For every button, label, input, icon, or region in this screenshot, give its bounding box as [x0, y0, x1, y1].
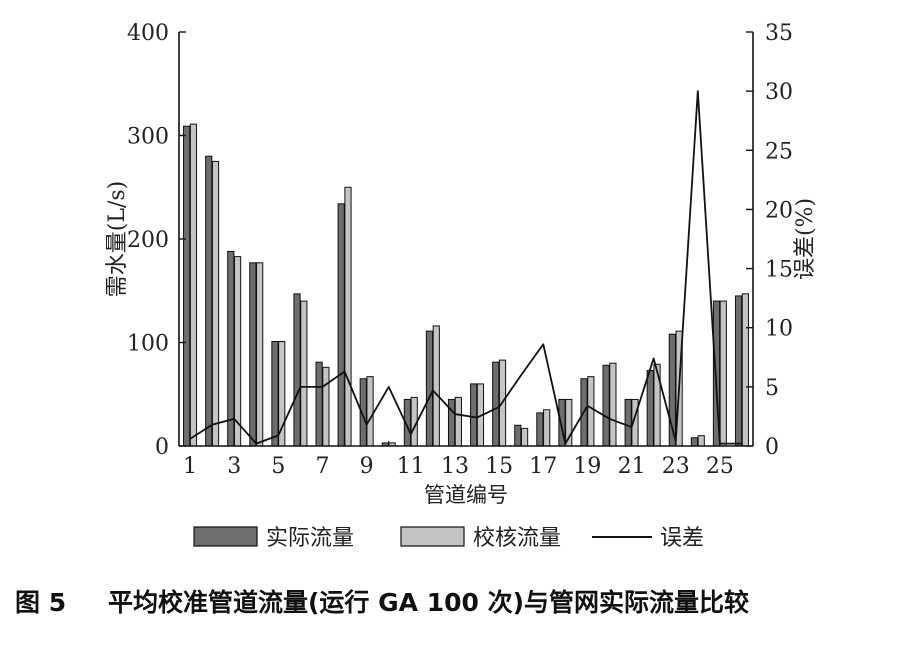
y-right-tick-label: 0 — [765, 435, 779, 460]
bar-check-13 — [454, 396, 462, 447]
x-tick-label: 9 — [360, 454, 374, 479]
y-right-tick-label: 10 — [765, 317, 793, 342]
y-left-tick-label: 300 — [127, 125, 169, 150]
bar-check-1 — [189, 123, 198, 447]
y-left-tick-label: 200 — [127, 228, 169, 253]
error-point-9 — [366, 424, 368, 426]
y-right-tick-label: 20 — [765, 198, 793, 223]
bar-actual-5 — [271, 340, 279, 447]
bar-actual-21 — [624, 398, 632, 447]
legend: 实际流量 校核流量 误差 — [193, 526, 704, 551]
error-point-13 — [454, 413, 456, 415]
error-point-19 — [586, 405, 589, 407]
y-right-tick-label: 15 — [765, 258, 793, 283]
y-left-tick-label: 400 — [127, 21, 169, 46]
bar-actual-20 — [602, 364, 610, 447]
error-point-3 — [233, 418, 235, 420]
error-point-6 — [299, 386, 302, 388]
bar-check-7 — [322, 366, 330, 447]
x-tick-label: 5 — [271, 454, 285, 479]
error-point-12 — [432, 389, 434, 392]
bar-actual-8 — [337, 203, 345, 447]
bar-check-25 — [719, 300, 727, 447]
x-tick-label: 7 — [316, 454, 330, 479]
error-point-15 — [498, 406, 500, 408]
bar-actual-3 — [227, 250, 235, 447]
bar-actual-4 — [249, 262, 257, 447]
legend-label-check: 校核流量 — [473, 526, 561, 551]
error-point-7 — [321, 386, 324, 388]
bar-check-19 — [587, 376, 595, 447]
x-tick-label: 15 — [485, 454, 513, 479]
error-point-11 — [410, 433, 412, 435]
y-left-tick-label: 100 — [127, 332, 169, 357]
error-point-5 — [277, 434, 279, 436]
bar-check-20 — [609, 362, 617, 447]
legend-label-error: 误差 — [660, 526, 704, 551]
bar-actual-26 — [734, 295, 743, 447]
y-right-tick-label: 25 — [765, 139, 793, 164]
bar-actual-16 — [514, 424, 522, 447]
bar-check-9 — [366, 376, 374, 447]
x-tick-label: 23 — [662, 454, 690, 479]
y-right-tick-label: 35 — [765, 21, 793, 46]
error-point-10 — [388, 386, 390, 388]
bar-actual-14 — [470, 383, 478, 447]
x-tick-label: 3 — [227, 454, 241, 479]
bar-actual-7 — [315, 361, 323, 447]
figure-caption-label: 图 5 — [15, 588, 66, 617]
error-line — [189, 90, 742, 445]
error-point-8 — [343, 370, 346, 373]
error-point-20 — [608, 418, 611, 420]
figure-caption-text: 平均校准管道流量(运行 GA 100 次)与管网实际流量比较 — [108, 588, 749, 617]
x-tick-label: 21 — [618, 454, 646, 479]
x-tick-label: 11 — [397, 454, 425, 479]
bar-check-16 — [520, 427, 529, 447]
y-axis-left-title: 需水量(L/s) — [105, 181, 130, 297]
error-point-22 — [653, 357, 655, 360]
error-point-14 — [476, 417, 478, 419]
error-point-21 — [630, 426, 633, 428]
bar-check-17 — [543, 409, 551, 447]
bar-check-12 — [432, 325, 440, 447]
bar-actual-1 — [183, 125, 191, 447]
bar-check-3 — [233, 256, 242, 447]
bar-actual-15 — [492, 361, 500, 447]
bar-actual-12 — [425, 330, 434, 447]
error-point-1 — [189, 438, 191, 440]
x-tick-label: 17 — [529, 454, 557, 479]
bar-check-24 — [697, 435, 705, 447]
y-right-tick-label: 30 — [765, 80, 793, 105]
bar-actual-6 — [293, 293, 301, 447]
bar-actual-17 — [536, 412, 544, 447]
bar-check-26 — [741, 293, 749, 447]
bar-actual-24 — [690, 437, 699, 447]
error-point-24 — [697, 90, 699, 92]
y-axis-right-title: 误差(%) — [793, 198, 818, 280]
y-right-tick-label: 5 — [765, 376, 779, 401]
x-tick-label: 13 — [441, 454, 469, 479]
bar-actual-22 — [646, 369, 654, 447]
bar-check-8 — [344, 186, 352, 447]
legend-label-actual: 实际流量 — [266, 526, 354, 551]
bar-check-5 — [278, 340, 286, 447]
bar-check-4 — [256, 262, 264, 447]
legend-swatch-check — [400, 526, 465, 547]
legend-swatch-actual — [193, 526, 258, 547]
y-left-tick-label: 0 — [155, 435, 169, 460]
error-point-17 — [542, 343, 544, 345]
error-point-16 — [520, 374, 522, 376]
x-axis-title: 管道编号 — [424, 483, 508, 507]
x-tick-label: 25 — [706, 454, 734, 479]
error-line-layer — [189, 90, 743, 445]
bar-actual-13 — [447, 398, 456, 447]
x-tick-label: 1 — [183, 454, 197, 479]
x-tick-label: 19 — [573, 454, 601, 479]
bar-check-6 — [300, 300, 308, 447]
bar-actual-2 — [205, 155, 213, 447]
error-point-2 — [211, 424, 213, 426]
bar-check-2 — [211, 160, 220, 447]
